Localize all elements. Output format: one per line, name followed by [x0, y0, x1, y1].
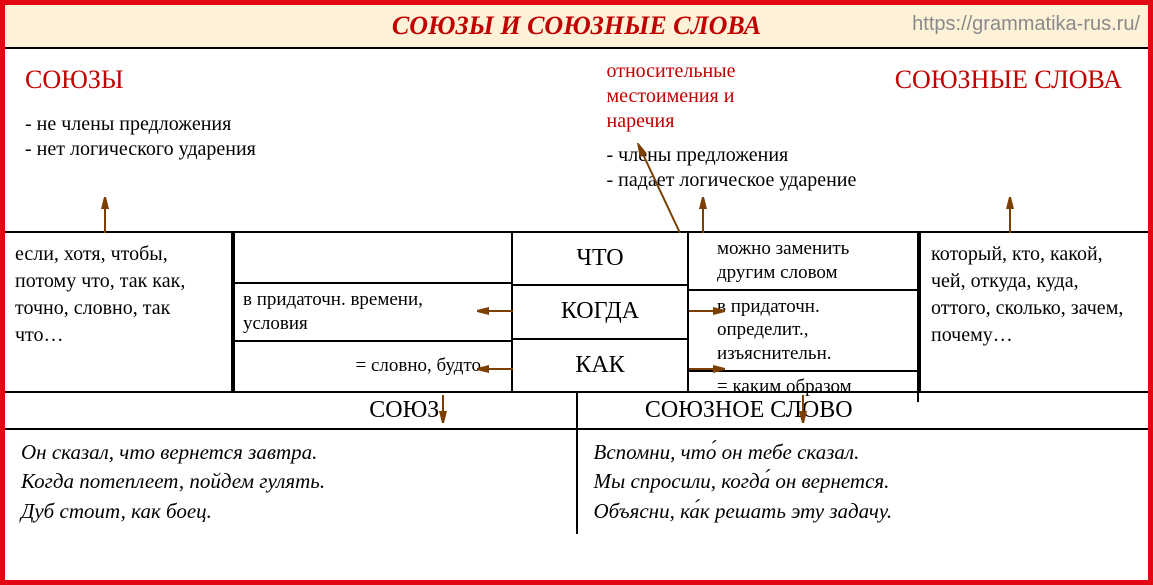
- source-url: https://grammatika-rus.ru/: [912, 13, 1140, 36]
- row2-center: КОГДА: [511, 286, 689, 339]
- right-examples: который, кто, какой, чей, откуда, куда, …: [919, 233, 1148, 391]
- left-bullet-2: - нет логического ударения: [25, 138, 551, 161]
- row2-left: в придаточн. времени, условия: [233, 284, 511, 342]
- row1-center: ЧТО: [511, 233, 689, 286]
- row3-right: = каким образом: [689, 372, 919, 402]
- summary-left: СОЮЗ: [5, 393, 578, 428]
- examples-right: Вспомни, что́ он тебе сказал. Мы спросил…: [578, 430, 1149, 534]
- left-bullet-1: - не члены предложения: [25, 113, 551, 136]
- row1-right: можно заменить другим словом: [689, 233, 919, 291]
- row3-center: КАК: [511, 340, 689, 391]
- examples-left: Он сказал, что вернется завтра. Когда по…: [5, 430, 578, 534]
- left-examples: если, хотя, чтобы, потому что, так как, …: [5, 233, 233, 391]
- title-bar: СОЮЗЫ И СОЮЗНЫЕ СЛОВА https://grammatika…: [5, 5, 1148, 49]
- row1-left: [233, 233, 511, 284]
- row2-right: в придаточн. определит., изъяснительн.: [689, 291, 919, 372]
- row3-left: = словно, будто: [233, 342, 511, 391]
- right-bullet-1: - члены предложения: [607, 144, 1133, 167]
- right-heading: СОЮЗНЫЕ СЛОВА: [807, 65, 1123, 95]
- right-bullet-2: - падает логическое ударение: [607, 169, 1133, 192]
- right-note: относительные местоимения и наречия: [607, 59, 807, 134]
- left-heading: СОЮЗЫ: [25, 65, 551, 95]
- page-title: СОЮЗЫ И СОЮЗНЫЕ СЛОВА: [392, 11, 761, 40]
